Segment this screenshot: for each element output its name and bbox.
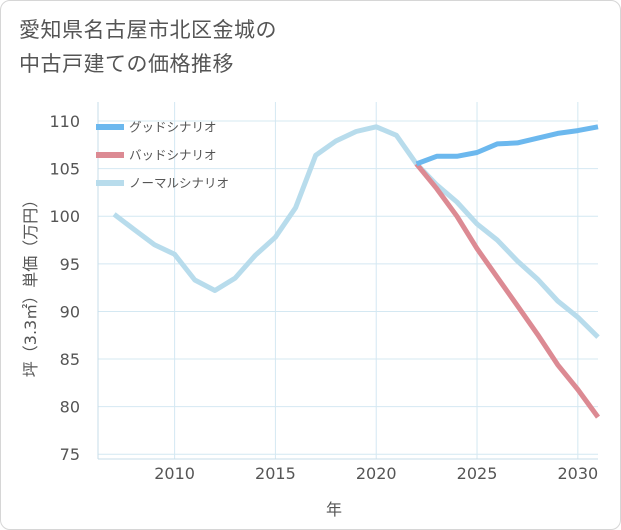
x-tick-label: 2025	[457, 464, 498, 483]
y-tick-label: 105	[49, 160, 80, 179]
series-line-2	[112, 124, 600, 339]
y-tick-label: 95	[60, 255, 80, 274]
legend-label-1: バッドシナリオ	[129, 148, 217, 163]
series-lines	[112, 124, 601, 419]
x-axis-ticks: 2010 2015 2020 2025 2030	[154, 464, 598, 483]
chart-title: 愛知県名古屋市北区金城の 中古戸建ての価格推移	[19, 13, 579, 81]
series-line-0	[415, 124, 599, 167]
y-axis-title: 坪（3.3㎡）単価（万円）	[21, 192, 40, 377]
x-tick-label: 2010	[154, 464, 195, 483]
x-tick-label: 2030	[557, 464, 598, 483]
y-tick-label: 85	[60, 350, 80, 369]
legend-label-2: ノーマルシナリオ	[129, 176, 229, 191]
y-tick-label: 75	[60, 445, 80, 464]
y-axis-ticks: 75 80 85 90 95 100 105 110	[49, 112, 80, 464]
y-tick-label: 110	[49, 112, 80, 131]
chart-title-line-2: 中古戸建ての価格推移	[19, 52, 234, 76]
series-line-1	[414, 162, 601, 419]
legend-label-0: グッドシナリオ	[129, 120, 217, 135]
x-tick-label: 2020	[356, 464, 397, 483]
x-tick-label: 2015	[255, 464, 296, 483]
x-axis-title: 年	[326, 500, 342, 519]
y-tick-label: 100	[49, 207, 80, 226]
y-tick-label: 90	[60, 302, 80, 321]
y-tick-label: 80	[60, 398, 80, 417]
chart-title-line-1: 愛知県名古屋市北区金城の	[19, 18, 277, 42]
